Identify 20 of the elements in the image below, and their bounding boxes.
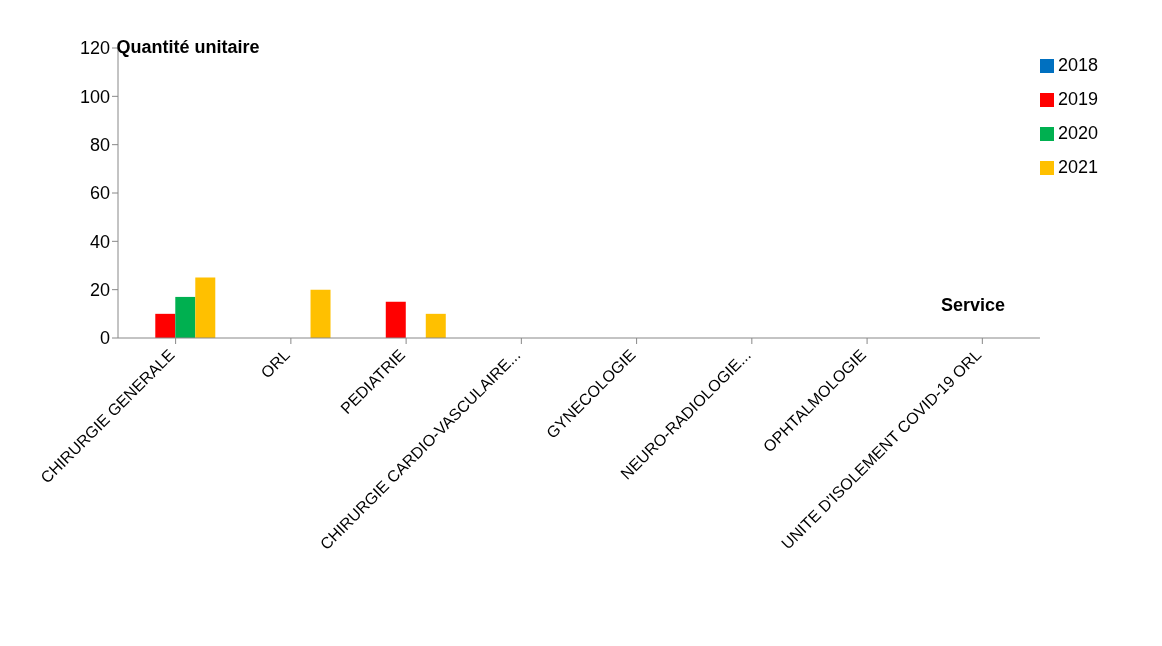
y-tick-label: 120 [79,38,110,59]
legend-label: 2019 [1057,89,1098,109]
bar [385,301,406,338]
y-tick-label: 60 [89,183,110,204]
y-tick-label: 40 [89,231,110,252]
x-axis-title: Service [940,294,1005,315]
bar [310,289,331,338]
y-tick-label: 100 [79,86,110,107]
y-axis-title: Quantité unitaire [116,37,260,57]
bar [425,313,446,338]
legend-label: 2020 [1057,123,1098,143]
y-tick-label: 20 [89,280,110,301]
bar [155,313,176,338]
x-tick-label: ORL [257,346,294,382]
legend-label: 2018 [1057,55,1098,75]
bar [195,277,216,338]
bar [175,296,196,338]
legend-label: 2021 [1057,157,1098,177]
y-tick-label: 0 [99,328,110,349]
y-tick-label: 80 [89,135,110,156]
